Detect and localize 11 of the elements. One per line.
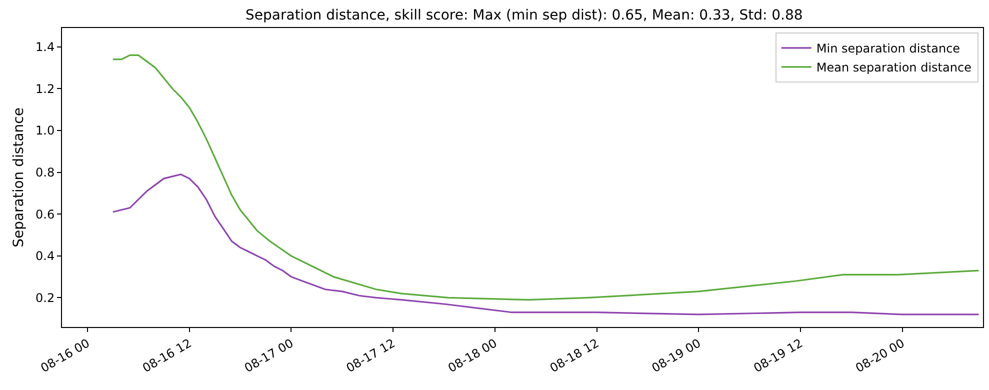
y-tick-label: 1.4 (36, 40, 55, 54)
legend-label: Mean separation distance (816, 60, 972, 75)
y-axis-title: Separation distance (11, 108, 28, 248)
y-tick-label: 0.6 (36, 207, 55, 222)
y-tick-label: 1.0 (36, 124, 55, 138)
y-tick-label: 0.4 (36, 249, 55, 264)
chart-title: Separation distance, skill score: Max (min sep dist): 0.65, Mean: 0.33, Std: 0.88 (246, 8, 803, 24)
y-tick-label: 0.2 (36, 290, 55, 305)
legend-label: Min separation distance (816, 42, 960, 56)
y-tick-label: 0.8 (36, 165, 55, 180)
y-tick-label: 1.2 (36, 82, 55, 96)
